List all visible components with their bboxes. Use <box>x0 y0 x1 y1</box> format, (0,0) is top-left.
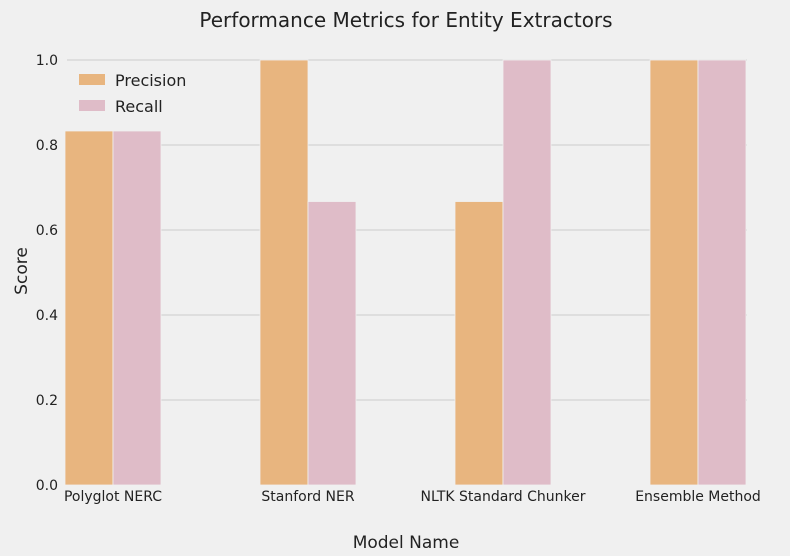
bar-recall-3 <box>697 59 747 486</box>
bar-precision-0 <box>64 130 114 486</box>
y-tick-label: 0.4 <box>36 308 58 324</box>
x-axis-label: Model Name <box>353 533 460 553</box>
gridlines <box>67 59 747 401</box>
y-tick-label: 0.0 <box>36 478 58 494</box>
bar-recall-2 <box>502 59 552 486</box>
bar-recall-1 <box>307 201 357 486</box>
legend-swatch-recall <box>79 100 105 111</box>
legend-label-recall: Recall <box>115 97 163 116</box>
chart-title: Performance Metrics for Entity Extractor… <box>199 8 612 32</box>
x-tick-labels: Polyglot NERC Stanford NER NLTK Standard C… <box>64 489 761 505</box>
legend-label-precision: Precision <box>115 71 186 90</box>
x-tick-label: Stanford NER <box>261 489 354 505</box>
legend-swatch-precision <box>79 74 105 85</box>
bar-precision-1 <box>259 59 309 486</box>
x-tick-label: Polyglot NERC <box>64 489 162 505</box>
x-tick-label: Ensemble Method <box>635 489 761 505</box>
y-axis-label: Score <box>12 247 32 295</box>
legend: Precision Recall <box>79 71 186 116</box>
bar-recall-0 <box>112 130 162 486</box>
bar-precision-2 <box>454 201 504 486</box>
x-tick-label: NLTK Standard Chunker <box>420 489 585 505</box>
y-tick-label: 0.8 <box>36 138 58 154</box>
y-tick-label: 0.2 <box>36 393 58 409</box>
bar-precision-3 <box>649 59 699 486</box>
y-tick-label: 0.6 <box>36 223 58 239</box>
y-tick-label: 1.0 <box>36 53 58 69</box>
bars <box>64 59 747 486</box>
y-tick-labels: 0.0 0.2 0.4 0.6 0.8 1.0 <box>36 53 58 494</box>
